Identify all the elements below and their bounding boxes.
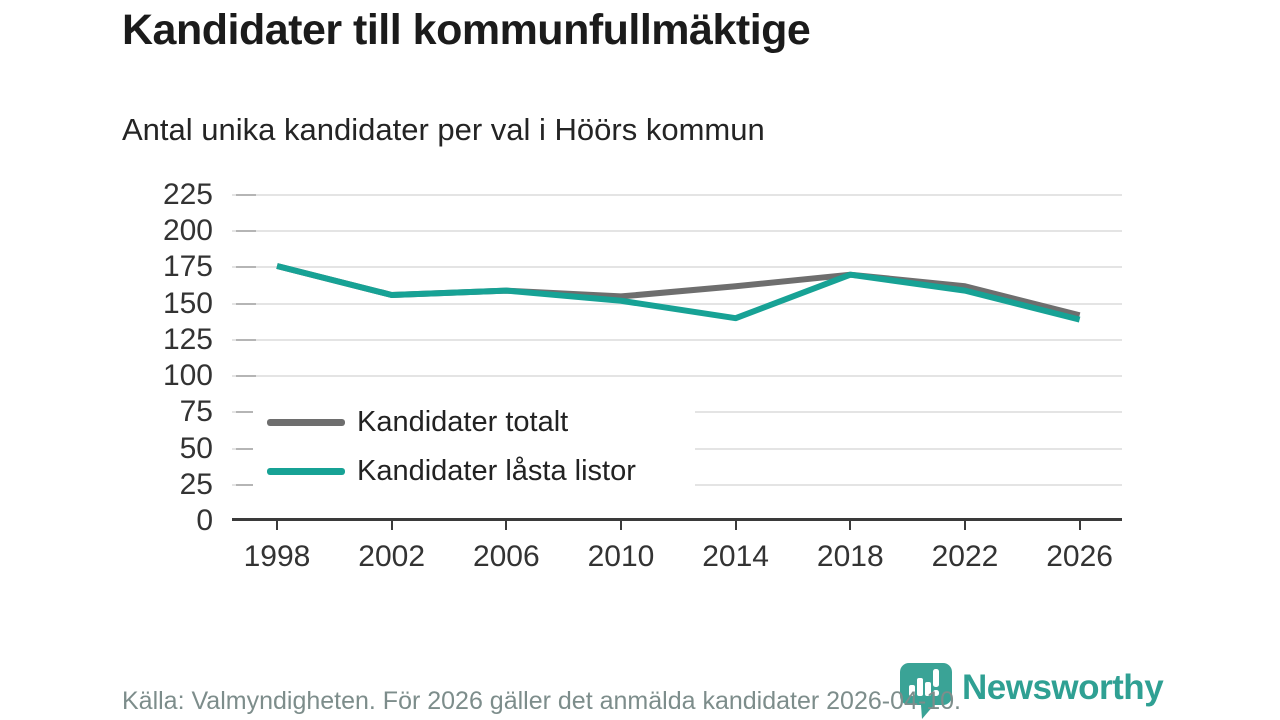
x-tick-2010 <box>619 521 622 530</box>
logo-bar-2 <box>917 678 923 696</box>
y-axis-label-50: 50 <box>179 431 213 465</box>
y-axis-label-125: 125 <box>162 322 213 356</box>
x-tick-2022 <box>963 521 966 530</box>
gridline-200 <box>232 230 1122 233</box>
page-title: Kandidater till kommunfullmäktige <box>122 6 811 54</box>
logo-exclamation-dot <box>933 690 939 696</box>
x-axis-label-2006: 2006 <box>472 540 540 573</box>
y-tick-150 <box>236 302 256 305</box>
chart-legend: Kandidater totalt Kandidater låsta listor <box>253 396 695 498</box>
legend-label: Kandidater låsta listor <box>357 455 636 487</box>
x-axis-label-2026: 2026 <box>1046 540 1113 573</box>
y-tick-125 <box>236 338 256 341</box>
y-axis-label-25: 25 <box>179 467 213 501</box>
legend-label: Kandidater totalt <box>357 406 569 438</box>
y-tick-175 <box>236 266 256 269</box>
source-note: Källa: Valmyndigheten. För 2026 gäller d… <box>122 687 961 715</box>
legend-swatch <box>267 419 345 426</box>
x-axis-label-2002: 2002 <box>358 540 426 573</box>
x-tick-2002 <box>390 521 393 530</box>
gridline-100 <box>232 375 1122 378</box>
y-tick-50 <box>236 447 256 450</box>
newsworthy-logo-icon <box>900 663 952 719</box>
logo-bar-3 <box>925 682 931 696</box>
x-tick-2018 <box>849 521 852 530</box>
legend-item: Kandidater totalt <box>267 406 695 439</box>
y-axis-label-75: 75 <box>179 395 213 429</box>
gridline-175 <box>232 266 1122 269</box>
newsworthy-wordmark: Newsworthy <box>962 668 1164 707</box>
legend-swatch <box>267 468 345 475</box>
page-subtitle: Antal unika kandidater per val i Höörs k… <box>122 112 765 147</box>
y-tick-225 <box>236 194 256 196</box>
x-tick-2026 <box>1078 521 1081 530</box>
y-axis-label-225: 225 <box>162 178 213 211</box>
series-line-kandidater-totalt <box>276 263 1081 319</box>
gridline-225 <box>232 194 1122 196</box>
x-tick-2006 <box>505 521 508 530</box>
y-axis-label-100: 100 <box>162 359 213 393</box>
y-tick-75 <box>236 411 256 414</box>
logo-bar-1 <box>909 685 915 696</box>
x-axis-label-1998: 1998 <box>243 540 311 573</box>
gridline-125 <box>232 338 1122 341</box>
x-axis-label-2014: 2014 <box>702 540 769 573</box>
y-axis-label-150: 150 <box>162 286 213 320</box>
x-axis-label-2010: 2010 <box>587 540 655 573</box>
y-tick-200 <box>236 230 256 233</box>
y-tick-100 <box>236 375 256 378</box>
y-axis-label-0: 0 <box>196 504 213 537</box>
x-axis-label-2018: 2018 <box>816 540 884 573</box>
x-axis-label-2022: 2022 <box>931 540 999 573</box>
x-tick-1998 <box>276 521 278 530</box>
x-tick-2014 <box>734 521 737 530</box>
gridline-150 <box>232 302 1122 305</box>
legend-item: Kandidater låsta listor <box>267 455 695 488</box>
x-axis-line <box>232 518 1122 521</box>
logo-exclamation-bar <box>933 669 939 687</box>
series-line-kandidater-l-sta-listor <box>276 263 1081 323</box>
y-axis-label-175: 175 <box>162 250 213 284</box>
y-axis-label-200: 200 <box>162 214 213 248</box>
y-tick-25 <box>236 483 256 486</box>
